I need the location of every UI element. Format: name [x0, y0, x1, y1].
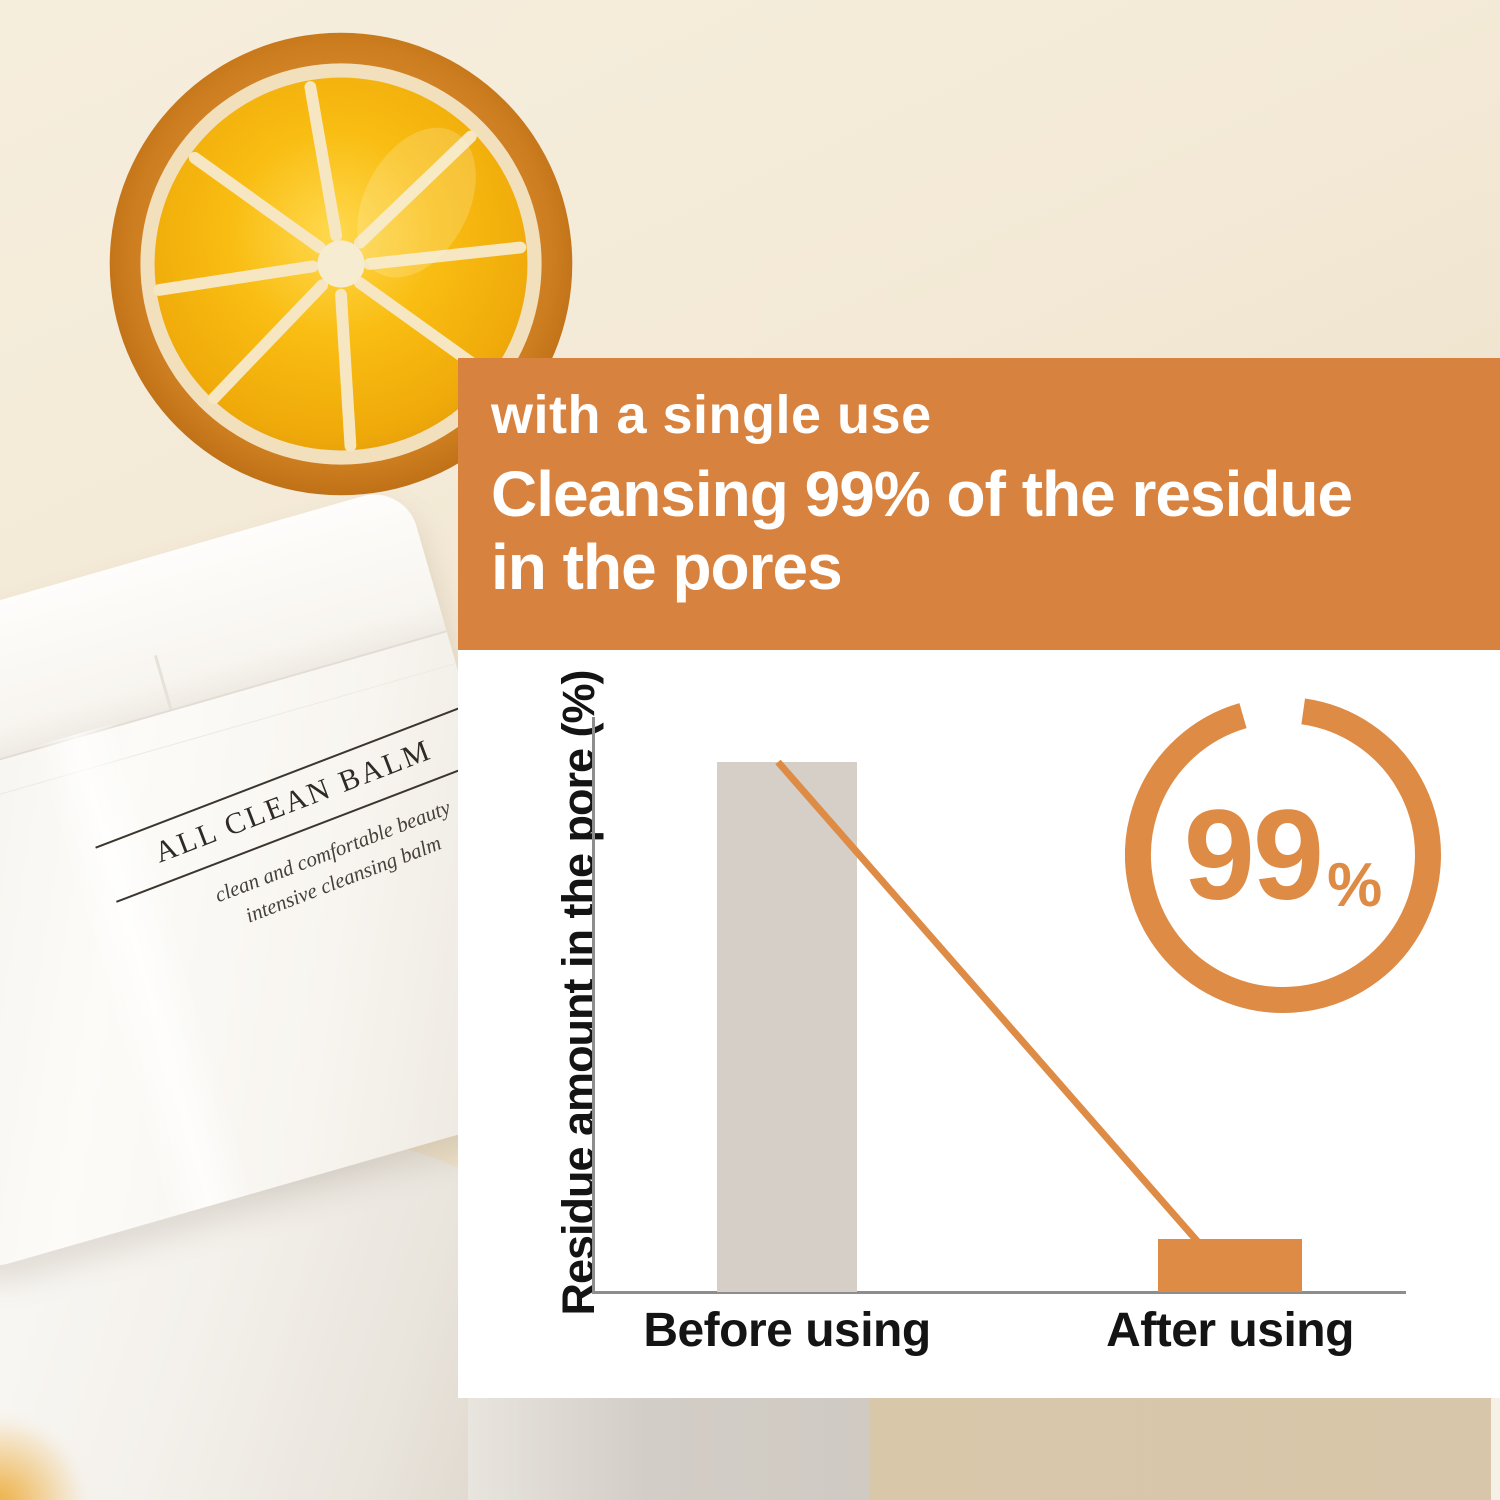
percent-donut-icon [1125, 698, 1441, 1013]
orange-slice-image [109, 32, 573, 496]
chart-panel: Residue amount in the pore (%) Before us… [458, 650, 1500, 1398]
percent-badge-unit: % [1327, 850, 1383, 920]
floor-edge-sliver [1491, 1398, 1500, 1500]
trend-line-layer [775, 759, 1201, 1245]
percent-badge: 99 % [1125, 697, 1441, 1013]
label-before-using: Before using [643, 1304, 931, 1357]
banner: with a single use Cleansing 99% of the r… [458, 358, 1500, 650]
orange-smudge [0, 1408, 102, 1500]
donut-arc [1125, 698, 1441, 1013]
floor-shadow-strip [468, 1398, 870, 1500]
floor-beige-strip [870, 1398, 1491, 1500]
bar-after-using [1158, 1239, 1302, 1292]
banner-eyebrow: with a single use [491, 385, 932, 445]
x-axis-line [592, 1291, 1406, 1294]
percent-badge-value: 99 [1183, 783, 1324, 927]
y-axis-line [592, 717, 595, 1294]
trend-line [775, 759, 1201, 1245]
segment-membranes [153, 81, 527, 452]
bar-before-using [717, 762, 857, 1292]
label-after-using: After using [1106, 1304, 1354, 1357]
banner-title: Cleansing 99% of the residue in the pore… [491, 458, 1353, 603]
